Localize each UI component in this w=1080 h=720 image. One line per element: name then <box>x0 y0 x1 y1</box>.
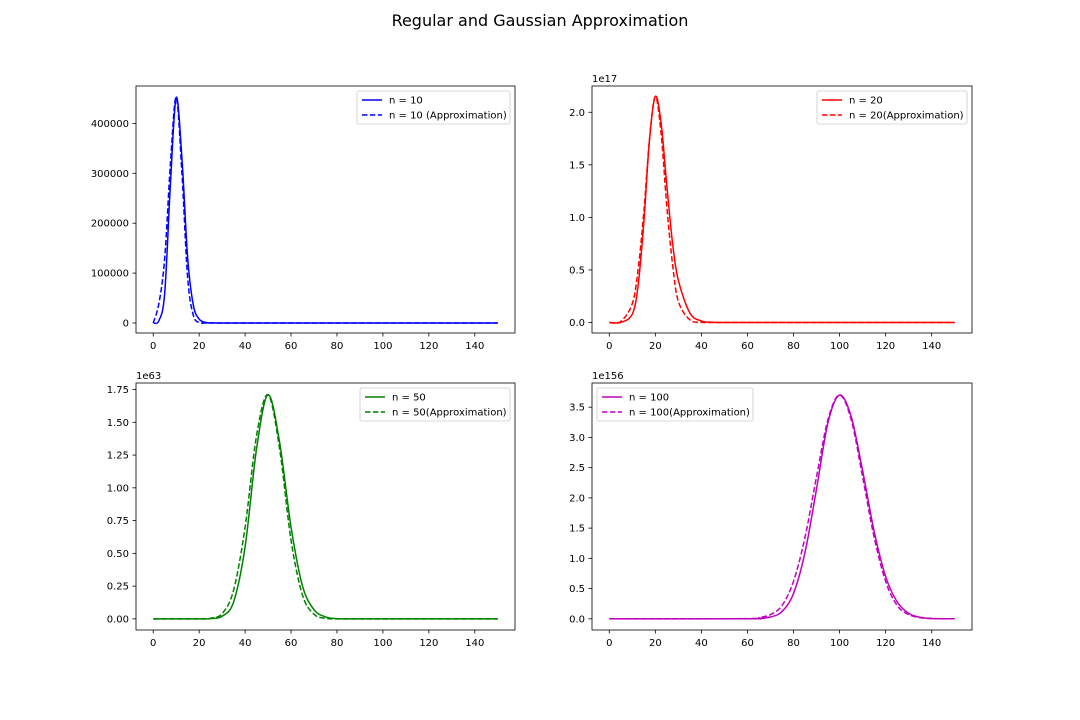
series-line-approximation-n20 <box>609 95 955 324</box>
x-tick-label: 140 <box>465 638 484 649</box>
x-tick-label: 0 <box>606 341 612 352</box>
x-tick-label: 40 <box>695 341 708 352</box>
x-tick-label: 0 <box>150 638 156 649</box>
x-tick-label: 0 <box>150 341 156 352</box>
y-tick-label: 0.50 <box>107 549 129 560</box>
y-tick-label: 1.5 <box>569 160 585 171</box>
legend-label: n = 100 <box>629 393 669 404</box>
x-tick-label: 40 <box>239 341 252 352</box>
subplot-n100: 0 20 40 60 80 100 120 140 0.0 0.5 1.0 1.5 2.0 2.5 3.0 3… <box>569 371 973 649</box>
x-tick-label: 20 <box>193 341 206 352</box>
axes-frame <box>591 382 973 631</box>
legend-label: n = 50(Approximation) <box>392 408 507 419</box>
legend-label: n = 20 <box>849 96 883 107</box>
legend: n = 100 n = 100(Approximation) <box>596 387 754 422</box>
y-tick-label: 0.0 <box>569 318 585 329</box>
x-tick-label: 40 <box>695 638 708 649</box>
x-tick-label: 140 <box>922 638 941 649</box>
x-tick-label: 80 <box>331 341 344 352</box>
y-tick-label: 3.5 <box>569 403 585 414</box>
series-line-approximation-n10 <box>152 96 498 324</box>
y-tick-label: 0.75 <box>107 516 129 527</box>
x-tick-label: 120 <box>419 341 438 352</box>
x-tick-label: 80 <box>787 638 800 649</box>
x-tick-label: 120 <box>876 341 895 352</box>
y-tick-label: 1.75 <box>107 385 129 396</box>
axes-frame <box>135 382 516 631</box>
y-tick-label: 0.5 <box>569 584 585 595</box>
y-tick-label: 2.0 <box>569 108 585 119</box>
plot-area <box>609 394 955 620</box>
y-tick-label: 400000 <box>91 119 129 130</box>
y-tick-label: 100000 <box>91 269 129 280</box>
y-offset-label: 1e17 <box>592 74 617 85</box>
axes-frame <box>591 85 973 334</box>
y-tick-label: 0.0 <box>569 614 585 625</box>
subplot-n10: 0 20 40 60 80 100 120 140 0 100000 200000 300000 400… <box>91 85 516 352</box>
y-tick-label: 1.0 <box>569 554 585 565</box>
legend-box <box>596 387 754 422</box>
subplot-n20: 0 20 40 60 80 100 120 140 0.0 0.5 1.0 1.5 2.0 1e17 n =… <box>569 74 973 352</box>
subplots: 0 20 40 60 80 100 120 1400100000200000300000400… <box>91 74 973 649</box>
y-tick-label: 1.5 <box>569 524 585 535</box>
y-tick-label: 1.50 <box>107 418 129 429</box>
x-tick-label: 100 <box>373 341 392 352</box>
y-tick-label: 200000 <box>91 219 129 230</box>
series-line-approximation-n100 <box>609 394 955 620</box>
y-tick-label: 0.00 <box>107 614 129 625</box>
legend-label: n = 50 <box>392 393 426 404</box>
plot-area <box>153 394 498 620</box>
legend: n = 20 n = 20(Approximation) <box>816 90 968 125</box>
x-tick-label: 60 <box>285 638 298 649</box>
legend-label: n = 10 (Approximation) <box>389 111 507 122</box>
x-tick-label: 40 <box>239 638 252 649</box>
legend-box <box>816 90 968 125</box>
x-tick-label: 60 <box>741 341 754 352</box>
figure-title: Regular and Gaussian Approximation <box>392 11 689 30</box>
x-tick-label: 100 <box>830 638 849 649</box>
series-line-approximation-n50 <box>153 394 498 620</box>
x-tick-label: 100 <box>373 638 392 649</box>
legend-box <box>359 387 511 422</box>
x-tick-label: 60 <box>285 341 298 352</box>
x-tick-label: 80 <box>787 341 800 352</box>
x-tick-label: 100 <box>830 341 849 352</box>
x-tick-label: 120 <box>419 638 438 649</box>
legend-box <box>356 90 511 125</box>
y-tick-label: 2.5 <box>569 463 585 474</box>
y-tick-label: 3.0 <box>569 433 585 444</box>
y-offset-label: 1e156 <box>592 371 624 382</box>
y-tick-label: 1.00 <box>107 483 129 494</box>
x-tick-label: 140 <box>922 341 941 352</box>
x-tick-label: 20 <box>649 341 662 352</box>
legend-label: n = 10 <box>389 96 423 107</box>
legend-label: n = 100(Approximation) <box>629 408 750 419</box>
x-tick-label: 20 <box>193 638 206 649</box>
y-tick-label: 300000 <box>91 169 129 180</box>
legend: n = 50 n = 50(Approximation) <box>359 387 511 422</box>
x-tick-label: 20 <box>649 638 662 649</box>
y-tick-label: 0 <box>123 319 129 330</box>
plot-area <box>609 95 955 324</box>
x-tick-label: 0 <box>606 638 612 649</box>
y-tick-label: 1.25 <box>107 451 129 462</box>
series-line-regular-n50 <box>153 394 498 620</box>
axes-frame <box>135 85 516 334</box>
y-tick-label: 1.0 <box>569 213 585 224</box>
x-tick-label: 60 <box>741 638 754 649</box>
legend-label: n = 20(Approximation) <box>849 111 964 122</box>
y-tick-label: 0.5 <box>569 265 585 276</box>
x-tick-label: 140 <box>465 341 484 352</box>
subplot-n50: 0 20 40 60 80 100 120 140 0.00 0.25 0.50 0.75 1.00 1.… <box>107 371 516 649</box>
x-tick-label: 80 <box>331 638 344 649</box>
plot-area <box>152 96 498 325</box>
legend: n = 10 n = 10 (Approximation) <box>356 90 511 125</box>
y-offset-label: 1e63 <box>136 371 161 382</box>
x-tick-label: 120 <box>876 638 895 649</box>
y-tick-label: 2.0 <box>569 493 585 504</box>
y-tick-label: 0.25 <box>107 582 129 593</box>
